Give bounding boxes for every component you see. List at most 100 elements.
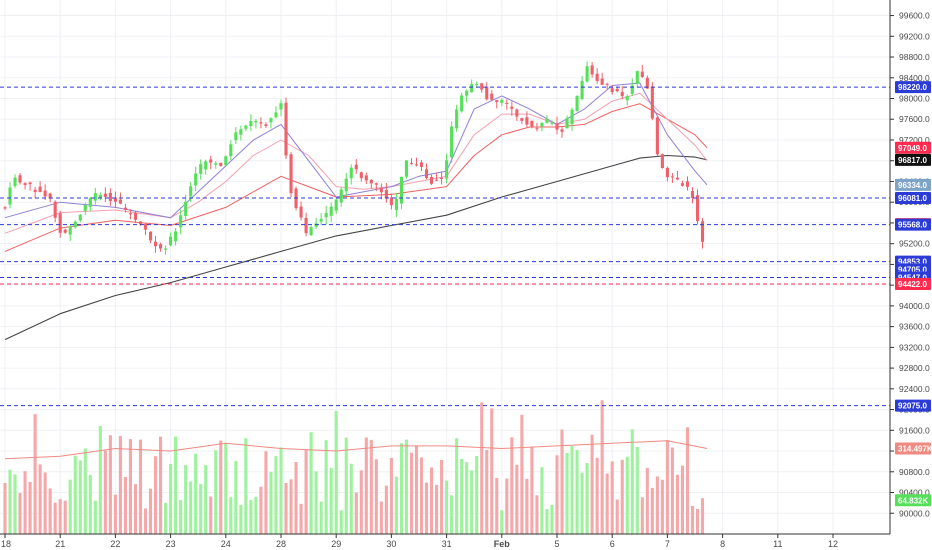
- price-badge-label: 64.832K: [898, 496, 928, 505]
- candle-body: [33, 189, 37, 192]
- price-badge: [895, 218, 931, 231]
- volume-bar: [284, 483, 288, 534]
- volume-bar: [585, 463, 589, 534]
- candle-body: [685, 181, 690, 187]
- volume-bar: [650, 487, 654, 534]
- volume-bar: [164, 502, 168, 534]
- volume-bar: [244, 438, 248, 534]
- candle-body: [550, 122, 554, 124]
- volume-bar: [138, 439, 143, 534]
- volume-bar: [68, 479, 72, 534]
- volume-bar: [404, 439, 409, 534]
- volume-bar: [374, 459, 378, 534]
- volume-bar: [249, 500, 253, 534]
- candle-body: [510, 106, 514, 109]
- time-tick-label: 5: [554, 539, 559, 549]
- volume-bar: [570, 445, 574, 534]
- candle-body: [118, 199, 122, 204]
- candle-body: [229, 144, 233, 157]
- volume-bar: [465, 462, 469, 534]
- volume-bar: [545, 509, 549, 534]
- candle-body: [610, 88, 614, 93]
- candle-body: [324, 212, 328, 218]
- price-badge: [895, 191, 931, 204]
- candle-body: [58, 213, 62, 233]
- volume-bar: [204, 465, 208, 534]
- volume-bar: [409, 452, 414, 534]
- volume-bar: [359, 470, 363, 534]
- candle-body: [409, 163, 414, 165]
- candle-body: [153, 241, 158, 247]
- volume-bar: [615, 499, 619, 534]
- candle-body: [224, 156, 228, 166]
- candle-body: [8, 187, 12, 205]
- candle-body: [63, 229, 67, 233]
- price-badge-label: 97049.0: [898, 144, 927, 153]
- time-tick-label: 7: [665, 539, 670, 549]
- candle-body: [500, 99, 504, 103]
- candle-body: [465, 90, 469, 96]
- candle-body: [108, 192, 112, 201]
- candle-body: [199, 163, 203, 174]
- price-tick-label: 95200.0: [899, 239, 930, 249]
- volume-bar: [133, 484, 138, 534]
- volume-bar: [450, 495, 454, 534]
- candle-body: [128, 213, 133, 215]
- time-tick-label: 24: [221, 539, 231, 549]
- candle-body: [53, 201, 57, 218]
- candle-body: [123, 207, 127, 210]
- candle-body: [113, 197, 117, 202]
- candle-body: [3, 207, 7, 209]
- volume-bar: [560, 429, 564, 534]
- candle-body: [174, 231, 178, 242]
- price-badge-label: 92075.0: [898, 402, 927, 411]
- volume-bar: [83, 448, 87, 534]
- candle-body: [339, 189, 343, 203]
- price-badge: [895, 494, 931, 507]
- price-badge: [895, 399, 931, 412]
- candle-body: [284, 102, 288, 156]
- candle-body: [389, 197, 393, 206]
- volume-bar: [690, 505, 695, 534]
- volume-bar: [194, 453, 198, 534]
- volume-bar: [645, 467, 649, 534]
- candle-body: [435, 179, 439, 181]
- volume-bars: [3, 400, 705, 534]
- volume-bar: [630, 429, 634, 534]
- volume-bar: [274, 456, 278, 534]
- candle-body: [179, 215, 183, 228]
- volume-bar: [113, 494, 117, 534]
- candle-body: [455, 109, 459, 129]
- price-tick-label: 90400.0: [899, 488, 930, 498]
- volume-bar: [680, 465, 685, 534]
- time-tick-label: 23: [166, 539, 176, 549]
- volume-bar: [510, 437, 514, 534]
- candle-body: [264, 124, 268, 126]
- candle-body: [364, 175, 368, 181]
- volume-bar: [324, 440, 328, 534]
- volume-bar: [424, 482, 429, 534]
- volume-bar: [73, 455, 77, 534]
- price-badge-label: 96817.0: [898, 156, 927, 165]
- price-badge-label: 98220.0: [898, 83, 927, 92]
- time-tick-label: 28: [276, 539, 286, 549]
- volume-bar: [93, 500, 97, 534]
- time-tick-label: 22: [110, 539, 120, 549]
- volume-bar: [108, 435, 112, 534]
- price-tick-label: 99600.0: [899, 11, 930, 21]
- volume-bar: [219, 440, 223, 534]
- price-tick-label: 97600.0: [899, 114, 930, 124]
- candle-body: [18, 175, 22, 183]
- volume-bar: [339, 510, 343, 534]
- candle-body: [615, 88, 619, 92]
- candle-body: [379, 187, 383, 193]
- candle-body: [505, 102, 509, 104]
- volume-bar: [515, 464, 519, 534]
- volume-bar: [600, 400, 604, 534]
- volume-bar: [103, 450, 107, 534]
- candle-body: [78, 214, 82, 221]
- price-badge-label: 96081.0: [898, 194, 927, 203]
- volume-bar: [269, 471, 273, 534]
- volume-bar: [369, 439, 373, 534]
